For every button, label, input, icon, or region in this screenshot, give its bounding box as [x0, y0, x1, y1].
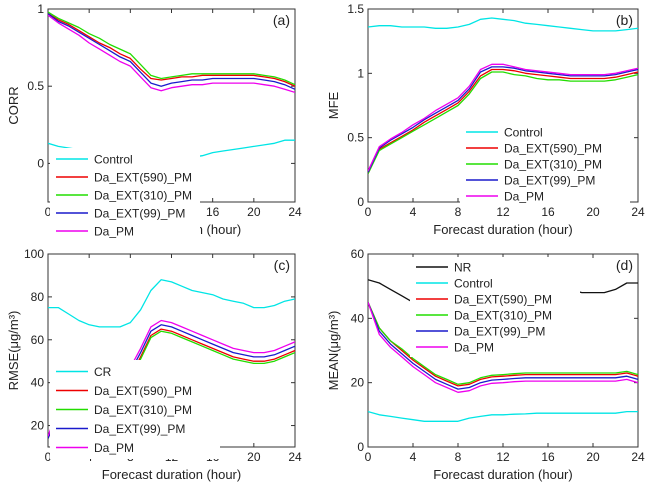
- x-tick-label: 12: [496, 450, 510, 464]
- legend-label: Da_EXT(99)_PM: [504, 174, 595, 188]
- y-tick-label: 0: [357, 440, 364, 454]
- legend-label: Da_EXT(310)_PM: [94, 403, 192, 417]
- x-tick-label: 20: [586, 205, 600, 219]
- y-tick-label: 80: [31, 290, 45, 304]
- y-axis-label: RMSE(μg/m³): [6, 311, 21, 391]
- series-line: [368, 302, 638, 387]
- x-axis-label: Forecast duration (hour): [433, 467, 572, 482]
- panel-label: (b): [616, 12, 633, 28]
- x-tick-label: 24: [288, 205, 302, 219]
- series-group: [48, 11, 295, 165]
- y-tick-label: 60: [351, 247, 365, 261]
- series-line: [48, 13, 295, 90]
- x-tick-label: 24: [288, 450, 302, 464]
- legend-label: Da_PM: [94, 441, 134, 455]
- legend-label: Da_EXT(310)_PM: [504, 158, 602, 172]
- x-tick-label: 8: [455, 450, 462, 464]
- legend-label: Control: [504, 126, 543, 140]
- legend-label: Da_EXT(590)_PM: [504, 142, 602, 156]
- y-tick-label: 1.5: [347, 2, 364, 16]
- series-line: [368, 410, 638, 422]
- legend-label: Da_PM: [504, 190, 544, 204]
- y-tick-label: 0: [37, 156, 44, 170]
- series-line: [48, 13, 295, 87]
- series-line: [368, 66, 638, 173]
- y-tick-label: 1: [37, 2, 44, 16]
- x-axis-label: Forecast duration (hour): [433, 222, 572, 237]
- legend-label: Da_PM: [454, 341, 494, 355]
- x-tick-label: 0: [45, 205, 52, 219]
- legend-label: Da_EXT(310)_PM: [454, 309, 552, 323]
- legend-label: Control: [454, 277, 493, 291]
- y-tick-label: 20: [31, 419, 45, 433]
- y-tick-label: 40: [351, 311, 365, 325]
- chart-panels: 0 4 8 12 16 20 24 0 0.5 1 Forecast duration (hour)…: [6, 2, 645, 482]
- legend: Control Da_EXT(590)_PM Da_EXT(310)_PM Da_EX…: [460, 122, 630, 206]
- x-tick-label: 20: [247, 205, 261, 219]
- series-line: [368, 302, 638, 385]
- series-line: [368, 71, 638, 174]
- legend: CR Da_EXT(590)_PM Da_EXT(310)_PM Da_EXT(99)…: [50, 360, 220, 459]
- y-tick-label: 40: [31, 376, 45, 390]
- series-line: [368, 302, 638, 393]
- y-tick-label: 0: [357, 195, 364, 209]
- x-tick-label: 20: [247, 450, 261, 464]
- legend-box: [410, 257, 580, 357]
- panel-label: (a): [273, 12, 290, 28]
- x-tick-label: 20: [586, 450, 600, 464]
- chart-panel: 0 4 8 12 16 20 24 0 0.5 1 1.5 Forecast duration (ho…: [326, 2, 645, 237]
- x-tick-label: 16: [541, 450, 555, 464]
- panel-label: (d): [616, 257, 633, 273]
- legend-label: NR: [454, 261, 472, 275]
- x-tick-label: 16: [206, 205, 220, 219]
- x-tick-label: 0: [365, 450, 372, 464]
- x-tick-label: 16: [541, 205, 555, 219]
- legend-label: Da_EXT(310)_PM: [94, 189, 192, 203]
- chart-panel: 0 4 8 12 16 20 24 0 20 40 60 Forecast duration (hou…: [326, 247, 645, 482]
- legend-label: Da_EXT(99)_PM: [454, 325, 545, 339]
- y-axis-label: CORR: [6, 86, 21, 124]
- legend-label: Da_EXT(590)_PM: [94, 171, 192, 185]
- y-axis-label: MFE: [326, 91, 341, 119]
- panel-label: (c): [274, 257, 290, 273]
- legend-label: Da_EXT(99)_PM: [94, 422, 185, 436]
- x-tick-label: 0: [45, 450, 52, 464]
- y-tick-label: 0.5: [27, 79, 44, 93]
- legend-label: Da_EXT(590)_PM: [94, 384, 192, 398]
- x-tick-label: 24: [631, 450, 645, 464]
- legend: NR Control Da_EXT(590)_PM Da_EXT(310)_PM Da_…: [410, 257, 580, 357]
- legend-label: Control: [94, 153, 133, 167]
- x-axis-label: Forecast duration (hour): [102, 467, 241, 482]
- x-tick-label: 0: [365, 205, 372, 219]
- y-tick-label: 100: [24, 247, 44, 261]
- series-line: [48, 279, 295, 328]
- legend-label: Da_PM: [94, 225, 134, 239]
- legend-label: CR: [94, 365, 112, 379]
- series-line: [48, 14, 295, 94]
- x-tick-label: 4: [410, 205, 417, 219]
- legend: Control Da_EXT(590)_PM Da_EXT(310)_PM Da_EX…: [50, 148, 200, 242]
- series-group: [368, 17, 638, 174]
- x-tick-label: 8: [455, 205, 462, 219]
- series-line: [368, 63, 638, 172]
- y-tick-label: 60: [31, 333, 45, 347]
- legend-label: Da_EXT(99)_PM: [94, 207, 185, 221]
- series-line: [368, 17, 638, 32]
- series-line: [368, 68, 638, 174]
- y-tick-label: 1: [357, 66, 364, 80]
- chart-panel: 0481216202420406080100Forecast duration …: [6, 247, 302, 482]
- legend-label: Da_EXT(590)_PM: [454, 293, 552, 307]
- x-tick-label: 12: [496, 205, 510, 219]
- series-line: [368, 302, 638, 390]
- y-tick-label: 20: [351, 376, 365, 390]
- y-tick-label: 0.5: [347, 131, 364, 145]
- x-tick-label: 24: [631, 205, 645, 219]
- y-axis-label: MEAN(μg/m³): [326, 311, 341, 391]
- series-line: [48, 11, 295, 86]
- x-tick-label: 4: [410, 450, 417, 464]
